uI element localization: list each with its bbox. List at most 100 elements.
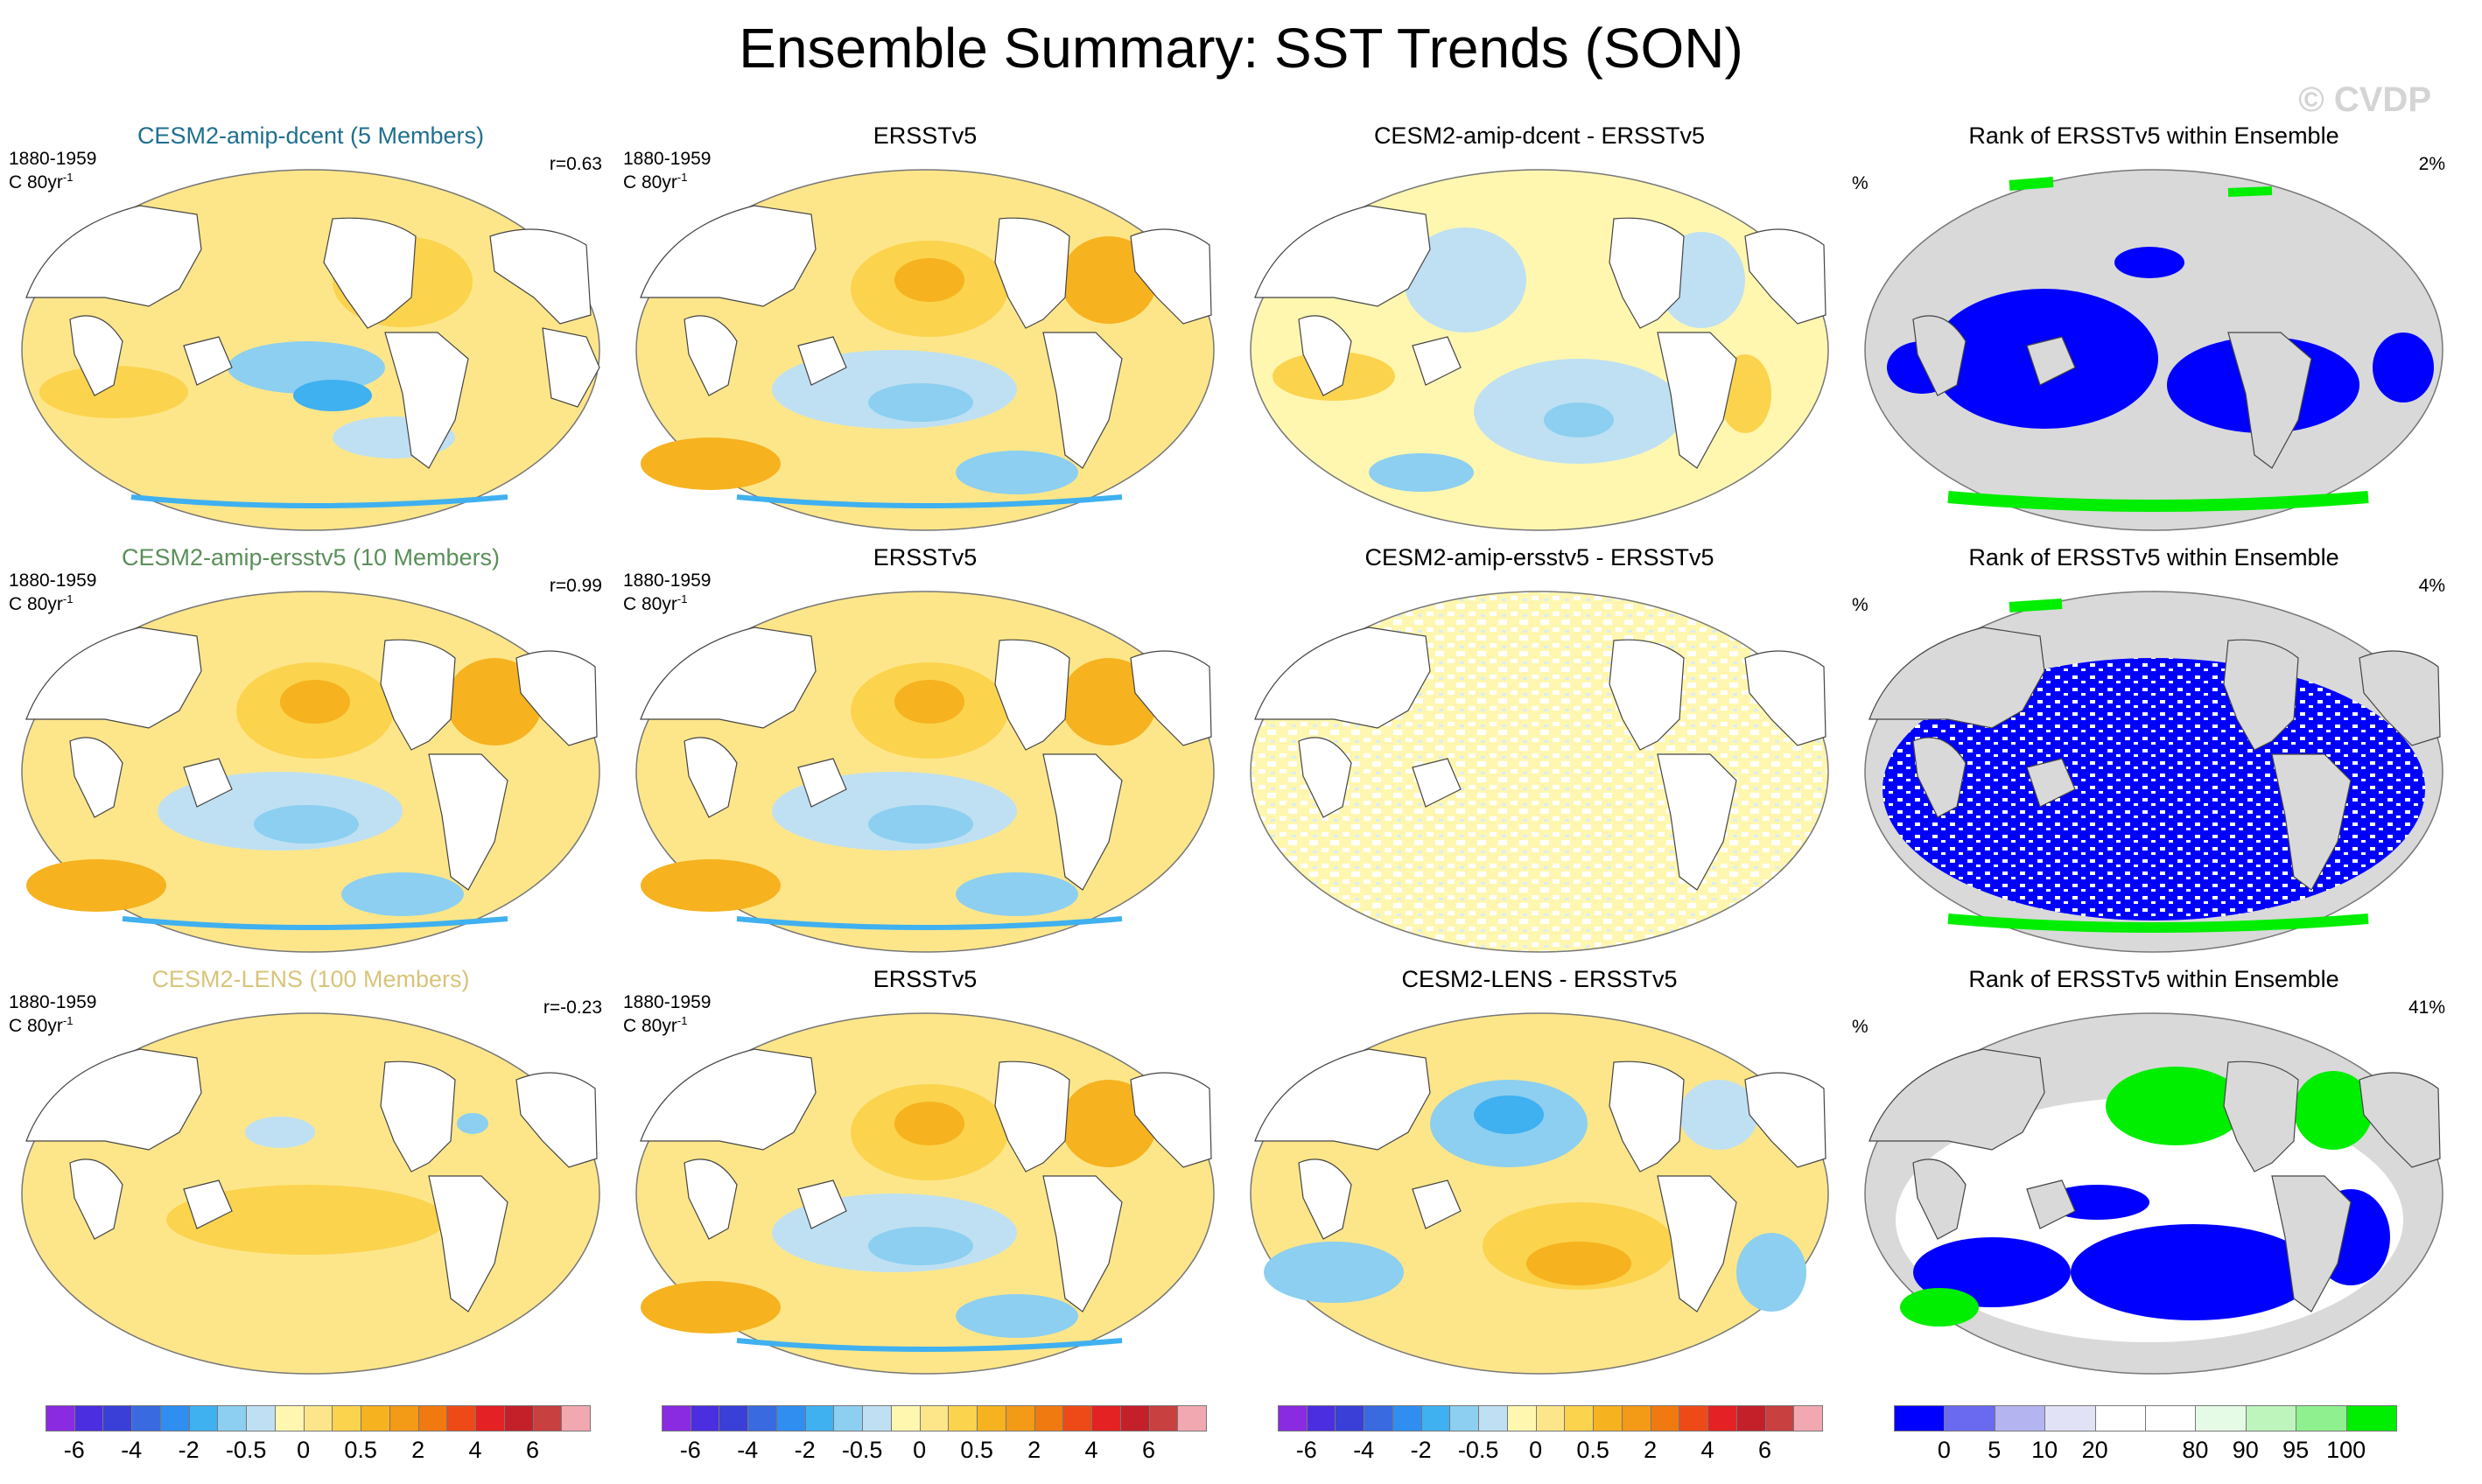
colorbar-box	[2345, 1405, 2397, 1432]
colorbar-box	[102, 1405, 133, 1432]
colorbar-label: 0	[1937, 1437, 1951, 1463]
panel-row3-model: CESM2-LENS (100 Members) 1880-1959 C 80y…	[9, 966, 613, 1377]
colorbar-label: 2	[1027, 1437, 1041, 1463]
colorbar-box	[46, 1405, 75, 1432]
colorbar-box	[159, 1405, 190, 1432]
colorbar-label: -2	[794, 1437, 816, 1463]
sst-trend-map	[635, 169, 1215, 531]
colorbar-box	[1278, 1405, 1308, 1432]
colorbar-label: 0.5	[1576, 1437, 1609, 1463]
colorbar-box	[274, 1405, 305, 1432]
colorbar-box	[417, 1405, 448, 1432]
colorbar-box	[2094, 1405, 2146, 1432]
colorbar-box	[446, 1405, 477, 1432]
colorbar-box	[1335, 1405, 1365, 1432]
colorbar-label: 0	[297, 1437, 311, 1463]
colorbar-box	[1119, 1405, 1150, 1432]
rank-percent: 41%	[2408, 998, 2445, 1018]
colorbar-box	[1944, 1405, 1995, 1432]
colorbar-label: -6	[679, 1437, 701, 1463]
colorbar-label: -6	[63, 1437, 85, 1463]
panel-title: CESM2-amip-dcent - ERSSTv5	[1373, 122, 1706, 149]
panel-title: ERSSTv5	[873, 966, 978, 992]
colorbar-label: -0.5	[1457, 1437, 1499, 1463]
colorbar-box	[2296, 1405, 2347, 1432]
panel-title: CESM2-amip-dcent (5 Members)	[137, 122, 485, 149]
panel-title: Rank of ERSSTv5 within Ensemble	[1968, 966, 2339, 992]
colorbar-box	[246, 1405, 276, 1432]
colorbar-box	[1593, 1405, 1623, 1432]
colorbar-box	[2245, 1405, 2297, 1432]
panel-title: ERSSTv5	[873, 544, 978, 570]
colorbar-box	[532, 1405, 563, 1432]
sst-trend-map	[21, 591, 600, 953]
colorbar-box	[1091, 1405, 1121, 1432]
colorbar-box	[747, 1405, 777, 1432]
rank-map	[1864, 591, 2443, 953]
colorbar-box	[303, 1405, 333, 1432]
colorbar-box	[719, 1405, 749, 1432]
pattern-correlation: r=0.63	[549, 154, 602, 174]
colorbar-box	[1148, 1405, 1179, 1432]
colorbar-label: 0	[1529, 1437, 1543, 1463]
colorbar-box	[862, 1405, 892, 1432]
panel-units: C 80yr-1	[623, 171, 688, 192]
cvdp-watermark: © CVDP	[2298, 80, 2431, 119]
pattern-correlation: r=0.99	[549, 576, 602, 596]
colorbar-label: 2	[1644, 1437, 1658, 1463]
colorbar-label: 4	[1700, 1437, 1714, 1463]
sst-difference-map	[1250, 1012, 1829, 1375]
colorbar-box	[1735, 1405, 1766, 1432]
panel-row1-diff: CESM2-amip-dcent - ERSSTv5	[1237, 122, 1841, 534]
colorbar-label: 2	[411, 1437, 425, 1463]
colorbar-box	[662, 1405, 691, 1432]
colorbar-label: -6	[1295, 1437, 1317, 1463]
panel-row2-diff: CESM2-amip-ersstv5 - ERSSTv5	[1237, 544, 1841, 956]
colorbar-box	[389, 1405, 419, 1432]
colorbar-box	[2044, 1405, 2096, 1432]
trend-colorbar-1: -6 -4 -2 -0.5 0 0.5 2 4 6	[46, 1405, 591, 1475]
colorbar-label: -4	[121, 1437, 143, 1463]
colorbar-box	[361, 1405, 390, 1432]
rank-colorbar: 0 5 10 20 80 90 95 100	[1894, 1405, 2397, 1475]
colorbar-label: 95	[2282, 1437, 2310, 1463]
colorbar-box	[690, 1405, 720, 1432]
colorbar-box	[1034, 1405, 1064, 1432]
page-title: Ensemble Summary: SST Trends (SON)	[739, 17, 1743, 80]
colorbar-box	[1449, 1405, 1480, 1432]
colorbar-box	[1364, 1405, 1393, 1432]
panel-units: C 80yr-1	[9, 1014, 74, 1036]
rank-percent: 4%	[2418, 576, 2445, 596]
colorbar-label: -4	[737, 1437, 759, 1463]
colorbar-box	[1177, 1405, 1207, 1432]
colorbar-box	[1994, 1405, 2046, 1432]
trend-colorbar-2: -6 -4 -2 -0.5 0 0.5 2 4 6	[662, 1405, 1207, 1475]
colorbar-label: 0.5	[344, 1437, 377, 1463]
colorbar-box	[217, 1405, 248, 1432]
colorbar-box	[1679, 1405, 1709, 1432]
panel-row3-obs: ERSSTv5 1880-1959 C 80yr-1	[623, 966, 1227, 1377]
panel-units: C 80yr-1	[623, 1014, 688, 1036]
panel-units: %	[1852, 173, 1869, 193]
colorbar-label: 4	[468, 1437, 482, 1463]
colorbar-box	[561, 1405, 591, 1432]
colorbar-label: -0.5	[841, 1437, 883, 1463]
trend-colorbar-3: -6 -4 -2 -0.5 0 0.5 2 4 6	[1278, 1405, 1823, 1475]
panel-title: Rank of ERSSTv5 within Ensemble	[1968, 122, 2339, 149]
colorbar-box	[332, 1405, 362, 1432]
colorbar-box	[503, 1405, 534, 1432]
panel-units: %	[1852, 1017, 1869, 1037]
colorbar-box	[1621, 1405, 1651, 1432]
panel-title: CESM2-amip-ersstv5 - ERSSTv5	[1364, 544, 1714, 570]
panel-title: Rank of ERSSTv5 within Ensemble	[1968, 544, 2339, 570]
colorbar-box	[1306, 1405, 1336, 1432]
colorbar-label: 0	[913, 1437, 927, 1463]
colorbar-box	[1650, 1405, 1680, 1432]
panel-title: CESM2-LENS - ERSSTv5	[1401, 966, 1678, 992]
panel-row1-obs: ERSSTv5 1880-1959 C 80yr-1	[623, 122, 1227, 534]
colorbar-label: 6	[1142, 1437, 1156, 1463]
panel-row1-rank: Rank of ERSSTv5 within Ensemble % 2%	[1852, 122, 2456, 534]
sst-difference-map	[1250, 591, 1829, 953]
panel-row2-obs: ERSSTv5 1880-1959 C 80yr-1	[623, 544, 1227, 956]
rank-map	[1864, 1012, 2443, 1375]
